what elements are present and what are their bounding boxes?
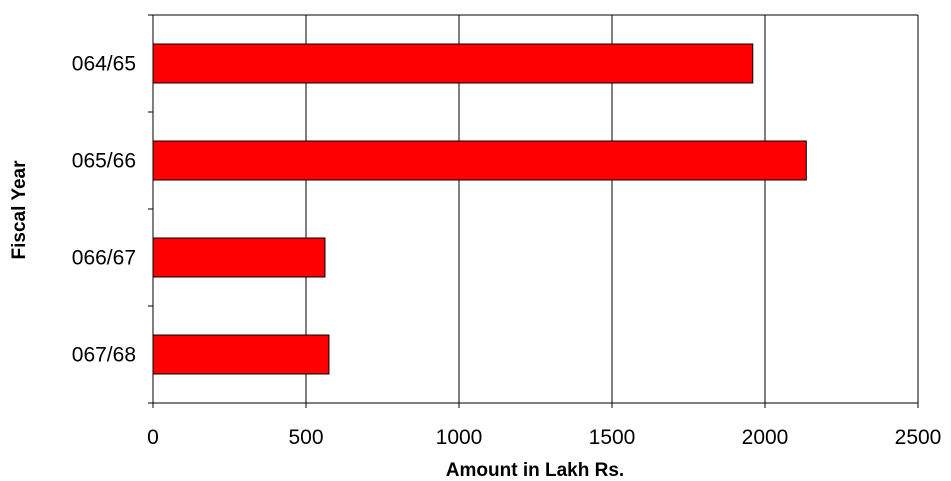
- x-tick-label-2000: 2000: [742, 426, 789, 449]
- bars: [152, 43, 807, 375]
- bar-064-65: [152, 43, 754, 84]
- bar-065-66: [152, 140, 807, 181]
- y-tick-label-065-66: 065/66: [72, 150, 136, 173]
- x-tick-label-1000: 1000: [436, 426, 483, 449]
- x-tick-label-0: 0: [147, 426, 159, 449]
- y-axis-title: Fiscal Year: [9, 160, 30, 260]
- y-tick-label-067-68: 067/68: [72, 344, 136, 367]
- x-tick-label-2500: 2500: [895, 426, 942, 449]
- y-tick-label-064-65: 064/65: [72, 53, 136, 76]
- bar-066-67: [152, 237, 326, 278]
- axes: [148, 14, 919, 408]
- x-tick-label-1500: 1500: [589, 426, 636, 449]
- tick-labels: 064/65 065/66 066/67 067/68 0 500 1000 1500 2000…: [72, 53, 942, 450]
- y-tick-label-066-67: 066/67: [72, 247, 136, 270]
- x-axis-title: Amount in Lakh Rs.: [446, 460, 624, 481]
- x-tick-label-500: 500: [288, 426, 323, 449]
- bar-067-68: [152, 334, 330, 375]
